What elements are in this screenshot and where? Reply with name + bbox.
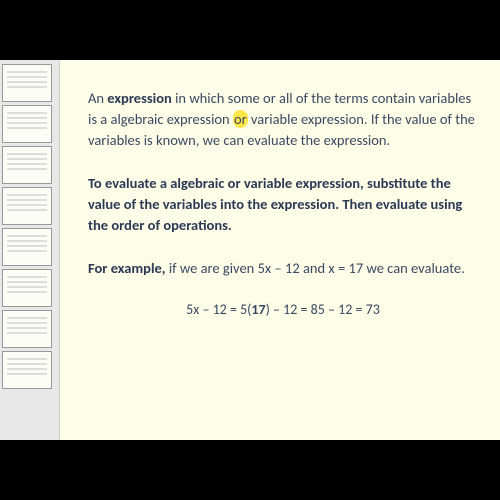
slide-thumbnail[interactable]	[2, 146, 52, 184]
slide-thumbnail[interactable]	[2, 310, 52, 348]
equation-line: 5x – 12 = 5(17) – 12 = 85 – 12 = 73	[88, 301, 478, 318]
highlight-or: or	[233, 110, 248, 128]
slide-thumbnail[interactable]	[2, 64, 52, 102]
slide-content: An expression in which some or all of th…	[60, 60, 500, 440]
thumbnail-panel[interactable]	[0, 60, 60, 440]
slide-thumbnail[interactable]	[2, 187, 52, 225]
presentation-view: An expression in which some or all of th…	[0, 60, 500, 440]
eq-part-2: ) – 12 = 85 – 12 = 73	[266, 301, 380, 318]
p3-prefix: For example,	[88, 259, 166, 277]
paragraph-1: An expression in which some or all of th…	[88, 88, 478, 151]
eq-part-1: 5x – 12 = 5(	[186, 301, 251, 318]
p1-expression-term: expression	[107, 89, 172, 107]
slide-thumbnail[interactable]	[2, 269, 52, 307]
slide-thumbnail[interactable]	[2, 351, 52, 389]
paragraph-3: For example, if we are given 5x – 12 and…	[88, 258, 478, 279]
slide-thumbnail[interactable]	[2, 105, 52, 143]
paragraph-2: To evaluate a algebraic or variable expr…	[88, 173, 478, 236]
p3-rest: if we are given 5x – 12 and x = 17 we ca…	[166, 259, 465, 277]
slide-thumbnail[interactable]	[2, 228, 52, 266]
p1-text-a: An	[88, 89, 107, 107]
eq-substituted-value: 17	[251, 301, 265, 318]
